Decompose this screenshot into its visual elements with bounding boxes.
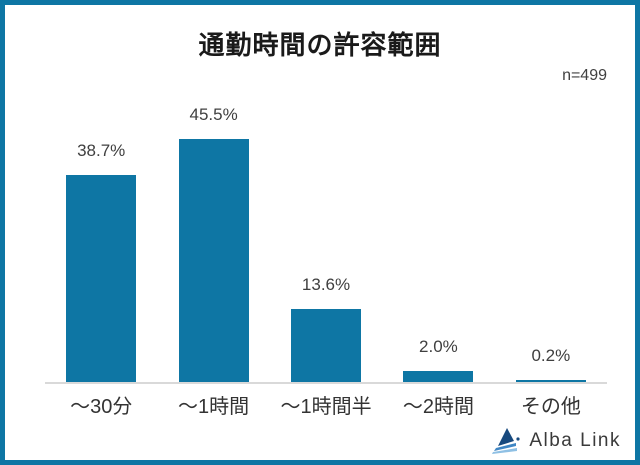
bar-value-label: 2.0% <box>419 337 458 356</box>
alba-link-logo-text: Alba Link <box>529 430 621 451</box>
bar-chart-plot-area: 38.7% 45.5% 13.6% 2.0% 0.2% <box>45 100 607 384</box>
bar-column: 13.6% <box>270 100 382 382</box>
x-axis-label: ～30分 <box>70 396 133 418</box>
bar-column: 0.2% <box>495 100 607 382</box>
bar-column: 2.0% <box>382 100 494 382</box>
bar <box>291 309 362 382</box>
bar <box>515 380 586 382</box>
x-axis-label: ～1時間 <box>178 396 250 418</box>
x-axis-label: ～2時間 <box>402 396 474 418</box>
bar-value-label: 38.7% <box>77 141 126 160</box>
x-axis-label: ～1時間半 <box>280 396 372 418</box>
bar-value-label: 45.5% <box>189 105 238 124</box>
bar-value-label: 13.6% <box>301 275 351 294</box>
bar-column: 45.5% <box>157 100 269 382</box>
bar-value-label: 0.2% <box>531 346 571 365</box>
sample-size-label: n=499 <box>562 67 607 84</box>
bar-column: 38.7% <box>45 100 157 382</box>
bar <box>66 175 137 382</box>
alba-link-triangle-icon <box>490 427 522 455</box>
alba-link-logo: Alba Link <box>490 427 621 455</box>
bar <box>178 139 249 382</box>
x-axis-label: その他 <box>520 396 581 418</box>
chart-title: 通勤時間の許容範囲 <box>198 30 442 60</box>
x-axis-labels: ～30分 ～1時間 ～1時間半 ～2時間 その他 <box>45 390 607 419</box>
bar <box>403 371 474 382</box>
